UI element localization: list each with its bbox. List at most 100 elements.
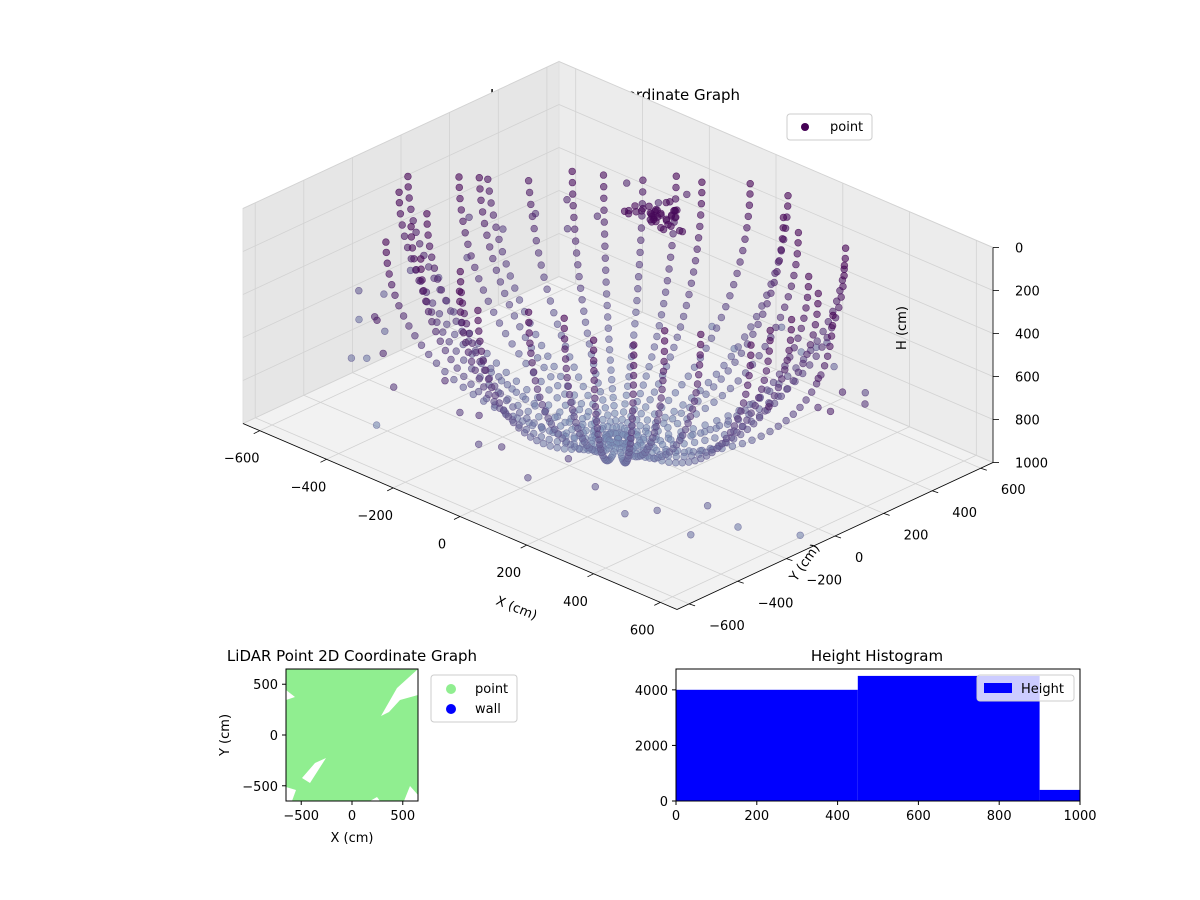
chart-3d-point: [530, 224, 538, 233]
chart-3d-point: [698, 178, 706, 186]
chart-histogram: Height Histogram 0 200 400 600 800 1000 0 2000 4…: [635, 647, 1097, 824]
chart-3d-point: [777, 246, 785, 254]
chart-3d-point: [731, 358, 739, 366]
chart-3d-point: [696, 351, 704, 359]
chart-3d-point: [391, 291, 399, 299]
chart-3d-point: [531, 402, 539, 410]
chart-3d-point: [484, 297, 492, 305]
chart-3d-point: [839, 282, 847, 291]
chart-3d-point: [779, 224, 787, 232]
chart-3d-point: [486, 243, 494, 251]
chart-3d-gridline: [242, 104, 560, 252]
chart-3d-point: [570, 225, 579, 233]
chart-3d-point: [645, 202, 653, 211]
chart-3d-point: [546, 442, 554, 450]
chart-3d-xtick-label: 200: [496, 566, 521, 581]
chart-3d-point: [457, 206, 465, 214]
chart-3d-point: [447, 307, 455, 315]
chart-3d-point: [775, 257, 783, 265]
chart-3d-point: [424, 231, 432, 239]
chart-3d-point: [404, 172, 412, 181]
chart-3d-point: [600, 218, 608, 226]
chart-3d-point: [479, 286, 488, 294]
chart-3d-point: [679, 312, 688, 321]
chart-3d-point: [603, 301, 611, 310]
chart-3d-point: [460, 372, 468, 381]
chart-3d-point: [575, 272, 583, 281]
chart-3d-point: [382, 248, 390, 257]
chart-3d-point: [778, 235, 787, 243]
chart-3d-point: [738, 422, 746, 431]
chart-3d-point: [664, 221, 672, 229]
chart-3d-point: [524, 407, 532, 416]
chart-3d-point: [522, 359, 530, 368]
chart-3d-point: [574, 373, 583, 381]
chart-3d-point: [523, 386, 531, 394]
chart-3d-point: [837, 293, 845, 301]
chart-3d-point: [579, 382, 587, 391]
chart-3d-point: [363, 354, 371, 362]
chart-3d-point: [737, 407, 745, 415]
chart-3d-point: [550, 309, 558, 317]
chart-3d-point: [496, 278, 505, 286]
chart-3d-point: [830, 362, 838, 371]
chart-2d-gaps: [286, 669, 418, 801]
chart-3d-point: [702, 390, 710, 398]
histogram-ytick-label: 0: [660, 795, 668, 810]
chart-3d-point: [666, 353, 674, 361]
chart-3d-point: [572, 249, 581, 257]
chart-3d-point: [553, 394, 561, 402]
chart-3d-point: [802, 396, 810, 404]
chart-3d-point: [652, 423, 660, 431]
chart-3d-point: [531, 330, 540, 339]
chart-3d-point: [563, 373, 571, 382]
chart-3d-point: [804, 283, 813, 291]
chart-3d-point: [746, 180, 754, 188]
chart-3d-point: [543, 285, 551, 293]
histogram-legend-box: [976, 674, 1075, 702]
chart-3d-point: [668, 241, 676, 250]
chart-3d-point: [718, 440, 726, 448]
chart-3d-point: [388, 281, 396, 289]
chart-3d-point: [660, 357, 668, 366]
chart-3d-point: [456, 278, 465, 286]
chart-3d-point: [684, 419, 692, 427]
chart-3d-ztick-label: 0: [1015, 242, 1023, 257]
chart-3d-point: [527, 349, 535, 357]
chart-3d-point: [734, 343, 742, 351]
chart-3d-point: [675, 227, 684, 235]
chart-2d-legend-wall-label: wall: [475, 702, 501, 717]
chart-3d-point: [515, 350, 523, 358]
chart-3d-point: [619, 408, 628, 416]
chart-3d-point: [639, 176, 647, 184]
chart-3d-point: [665, 265, 673, 273]
chart-3d-point: [436, 337, 444, 345]
chart-3d-point: [713, 444, 721, 453]
chart-3d-point: [809, 331, 817, 339]
chart-3d-point: [669, 230, 677, 238]
chart-3d-point: [664, 423, 672, 432]
chart-3d-point: [689, 268, 698, 276]
chart-3d-point: [540, 363, 548, 372]
chart-3d-point: [645, 363, 653, 371]
chart-3d-point: [829, 311, 837, 320]
chart-3d-point: [784, 192, 792, 200]
chart-3d-point: [736, 258, 744, 266]
chart-3d-point: [636, 422, 644, 430]
chart-3d-point: [634, 285, 642, 293]
chart-3d-point: [789, 410, 797, 418]
chart-3d-point: [541, 407, 549, 416]
chart-3d-point: [660, 327, 669, 335]
chart-3d-point: [684, 372, 692, 380]
chart-3d-point: [474, 306, 482, 315]
chart-2d-ylabel: Y (cm): [218, 714, 233, 757]
chart-3d-point: [746, 190, 754, 198]
histogram-legend-label: Height: [1021, 682, 1064, 697]
chart-3d-point: [475, 440, 483, 448]
chart-3d-point: [818, 343, 826, 351]
chart-3d-point: [654, 199, 663, 207]
chart-3d-point: [687, 452, 696, 460]
chart-3d-point: [648, 353, 656, 361]
chart-3d-point: [637, 410, 645, 418]
chart-3d-point: [790, 271, 798, 280]
